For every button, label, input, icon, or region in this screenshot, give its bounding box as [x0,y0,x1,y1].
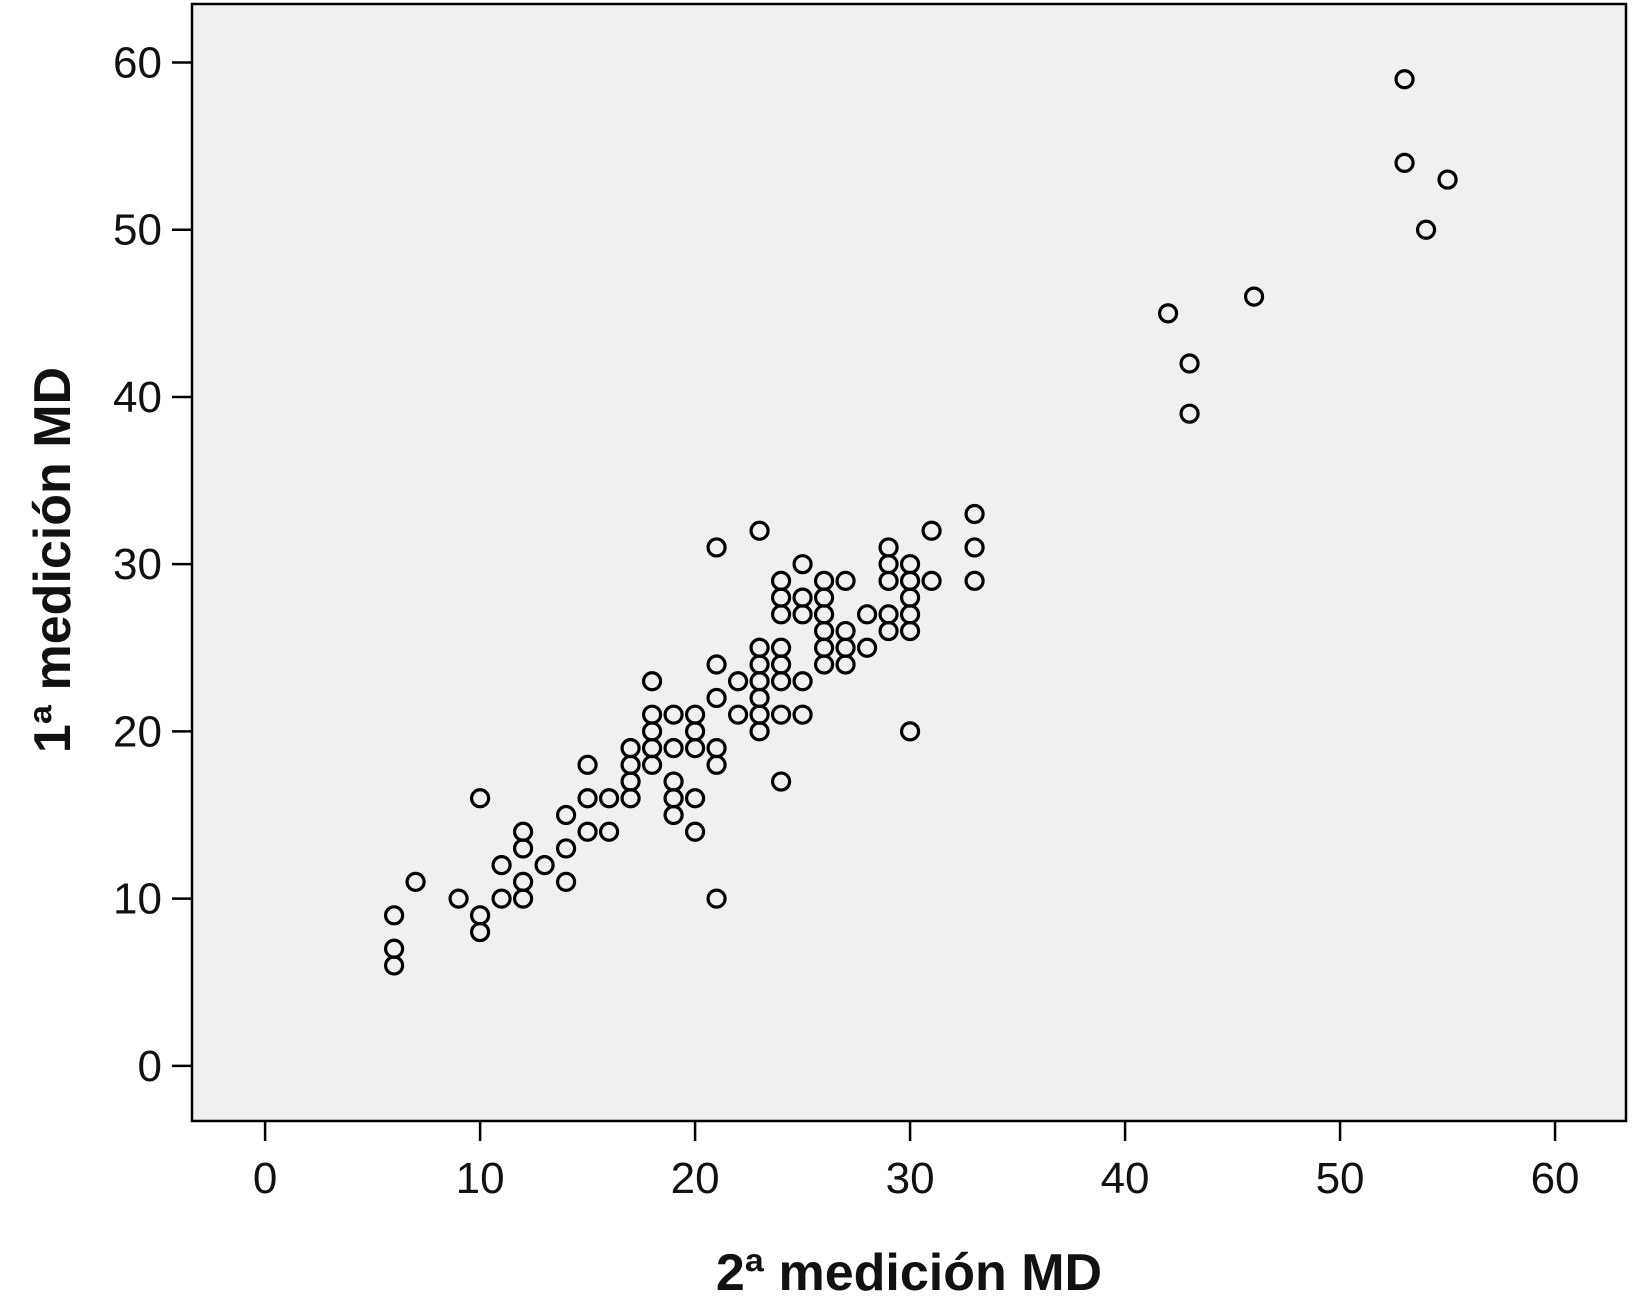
x-axis-title: 2ª medición MD [716,1244,1102,1302]
data-point [792,704,813,725]
data-point [1394,152,1415,173]
data-point [641,754,663,775]
data-point [878,620,899,642]
data-points [383,69,1458,976]
data-point [555,804,577,826]
y-tick-label: 10 [113,875,162,924]
x-tick-label: 40 [1101,1154,1150,1203]
data-point [706,537,727,558]
data-point [383,905,405,926]
x-tick-label: 30 [886,1154,935,1203]
data-point [684,738,706,759]
data-point [706,754,727,775]
x-axis: 0 10 20 30 40 50 60 [253,1121,1580,1203]
y-tick-label: 20 [113,707,162,756]
data-point [448,888,469,909]
data-point [684,788,706,809]
data-point [964,537,985,558]
data-point [727,704,749,725]
data-point [684,821,706,842]
data-point [577,788,598,809]
data-point [899,721,921,742]
data-point [770,704,792,725]
y-tick-label: 60 [113,39,162,88]
data-point [663,738,684,759]
x-tick-label: 10 [456,1154,505,1203]
y-tick-label: 0 [138,1042,162,1091]
data-point [383,955,405,976]
data-point [964,570,985,591]
data-point [770,671,792,692]
data-point [555,838,577,859]
data-point [577,821,598,842]
x-tick-label: 0 [253,1154,277,1203]
data-point [1394,69,1415,90]
x-tick-label: 60 [1531,1154,1580,1203]
data-point [921,520,942,541]
plot-area [190,2,1628,1123]
data-point [620,788,641,809]
data-point [835,654,856,675]
data-point [921,570,942,591]
data-point [641,671,663,692]
x-tick-label: 50 [1316,1154,1365,1203]
data-point [749,520,770,541]
data-point [770,604,792,625]
y-tick-label: 30 [113,540,162,589]
data-point [706,888,727,909]
data-point [792,671,813,692]
data-point [469,921,491,943]
y-tick-label: 40 [113,373,162,422]
data-point [663,704,684,725]
data-point [770,771,792,792]
data-point [792,554,813,575]
data-point [706,654,727,675]
data-point [1437,169,1458,190]
data-point [813,654,835,675]
data-point [577,754,598,775]
data-point [512,888,534,909]
y-tick-label: 50 [113,206,162,255]
data-point [1157,303,1179,324]
x-tick-label: 20 [671,1154,720,1203]
data-point [405,871,426,892]
data-point [1179,353,1200,374]
data-point [491,888,512,909]
data-point [598,788,620,809]
data-point [1179,403,1200,424]
y-axis: 0 10 20 30 40 50 60 [113,39,192,1091]
data-point [899,620,921,642]
data-point [878,570,899,591]
data-point [512,838,534,859]
data-point [856,604,878,625]
data-point [749,721,770,742]
data-point [534,855,555,876]
data-point [1243,286,1265,307]
data-point [727,671,749,692]
data-point [469,788,491,809]
data-point [835,570,856,591]
data-point [792,604,813,625]
data-point [555,871,577,892]
data-point [964,503,985,525]
y-axis-title: 1ª medición MD [24,367,82,753]
data-point [706,687,727,709]
data-point [1415,219,1437,240]
data-point [856,637,878,658]
data-point [663,804,684,826]
data-point [491,855,512,876]
data-point [598,821,620,842]
